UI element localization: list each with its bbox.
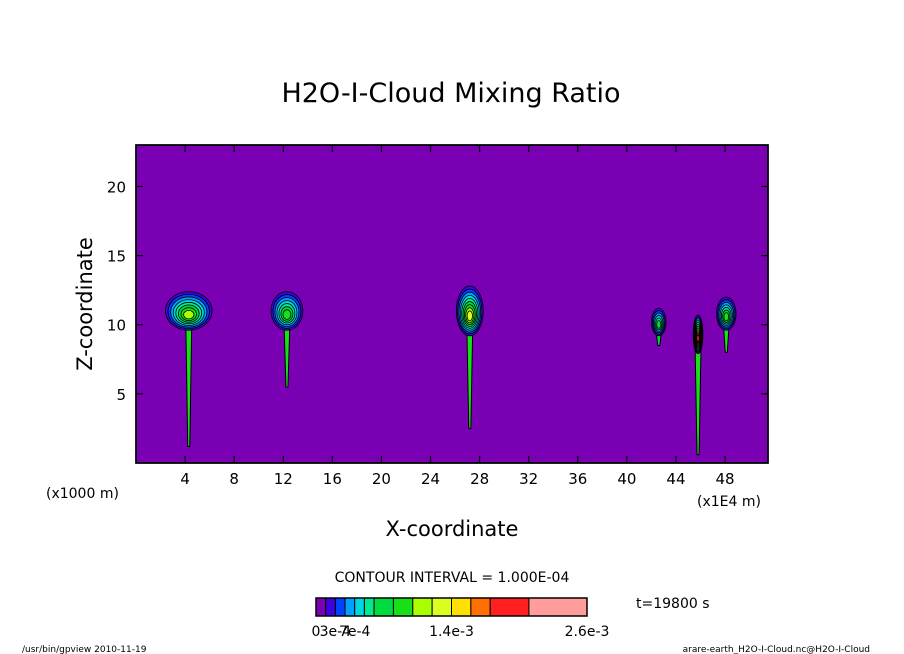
colorbar-cell	[470, 597, 491, 617]
plot-frame	[135, 144, 769, 464]
colorbar-tick-label: 3e-4	[320, 624, 352, 640]
y-tick-label: 5	[116, 386, 126, 404]
y-axis-ticks: 5 10 15 20	[107, 178, 768, 404]
colorbar-frame	[315, 597, 588, 617]
colorbar-cell	[451, 597, 472, 617]
x-tick-label: 40	[617, 470, 636, 488]
colorbar-cell	[334, 597, 346, 617]
colorbar-cell	[489, 597, 530, 617]
x-axis-ticks: 4 8 12 16 20 24 28 32 36 40 44 48	[180, 145, 735, 488]
x-tick-label: 48	[716, 470, 735, 488]
colorbar-tick-label: 0	[312, 624, 321, 640]
x-tick-label: 36	[568, 470, 587, 488]
y-tick-label: 20	[107, 178, 126, 196]
colorbar-cell	[373, 597, 394, 617]
x-tick-label: 20	[372, 470, 391, 488]
colorbar-cell	[344, 597, 356, 617]
x-axis-label: X-coordinate	[386, 517, 519, 541]
cloud-contour	[282, 309, 292, 320]
colorbar-cell	[315, 597, 327, 617]
x-tick-label: 28	[470, 470, 489, 488]
colorbar-cell	[363, 597, 375, 617]
x-unit-right: (x1E4 m)	[697, 494, 761, 510]
colorbar-tick-label: 7e-4	[339, 624, 371, 640]
x-tick-label: 24	[421, 470, 440, 488]
footer-right: arare-earth_H2O-I-Cloud.nc@H2O-I-Cloud	[683, 645, 870, 654]
chart-title: H2O-I-Cloud Mixing Ratio	[281, 78, 620, 109]
colorbar-tick-label: 2.6e-3	[565, 624, 610, 640]
cloud-features	[165, 285, 737, 456]
cloud-contour	[466, 310, 473, 322]
x-tick-label: 8	[229, 470, 239, 488]
colorbar-tick-label: 1.4e-3	[429, 624, 474, 640]
plot-area	[135, 144, 769, 464]
y-axis-label: Z-coordinate	[73, 237, 97, 371]
x-unit-left: (x1000 m)	[46, 486, 119, 502]
colorbar-cell	[392, 597, 414, 617]
y-tick-label: 15	[107, 248, 126, 266]
colorbar-cell	[528, 597, 588, 617]
footer-left: /usr/bin/gpview 2010-11-19	[22, 645, 147, 654]
x-tick-label: 4	[180, 470, 190, 488]
colorbar-cell	[354, 597, 365, 617]
colorbar-cell	[325, 597, 336, 617]
x-tick-label: 12	[274, 470, 293, 488]
y-tick-label: 10	[107, 317, 126, 335]
cloud-contour	[183, 309, 195, 320]
contour-interval-label: CONTOUR INTERVAL = 1.000E-04	[335, 570, 570, 586]
x-tick-label: 44	[666, 470, 685, 488]
x-tick-label: 16	[323, 470, 342, 488]
cloud-contour	[696, 335, 700, 342]
time-label: t=19800 s	[636, 596, 710, 612]
cloud-contour	[656, 320, 662, 329]
x-tick-label: 32	[519, 470, 538, 488]
colorbar-cell	[431, 597, 452, 617]
colorbar: 0 3e-47e-4 1.4e-3 2.6e-3	[312, 597, 610, 640]
colorbar-cell	[412, 597, 433, 617]
cloud-contour	[723, 312, 730, 322]
